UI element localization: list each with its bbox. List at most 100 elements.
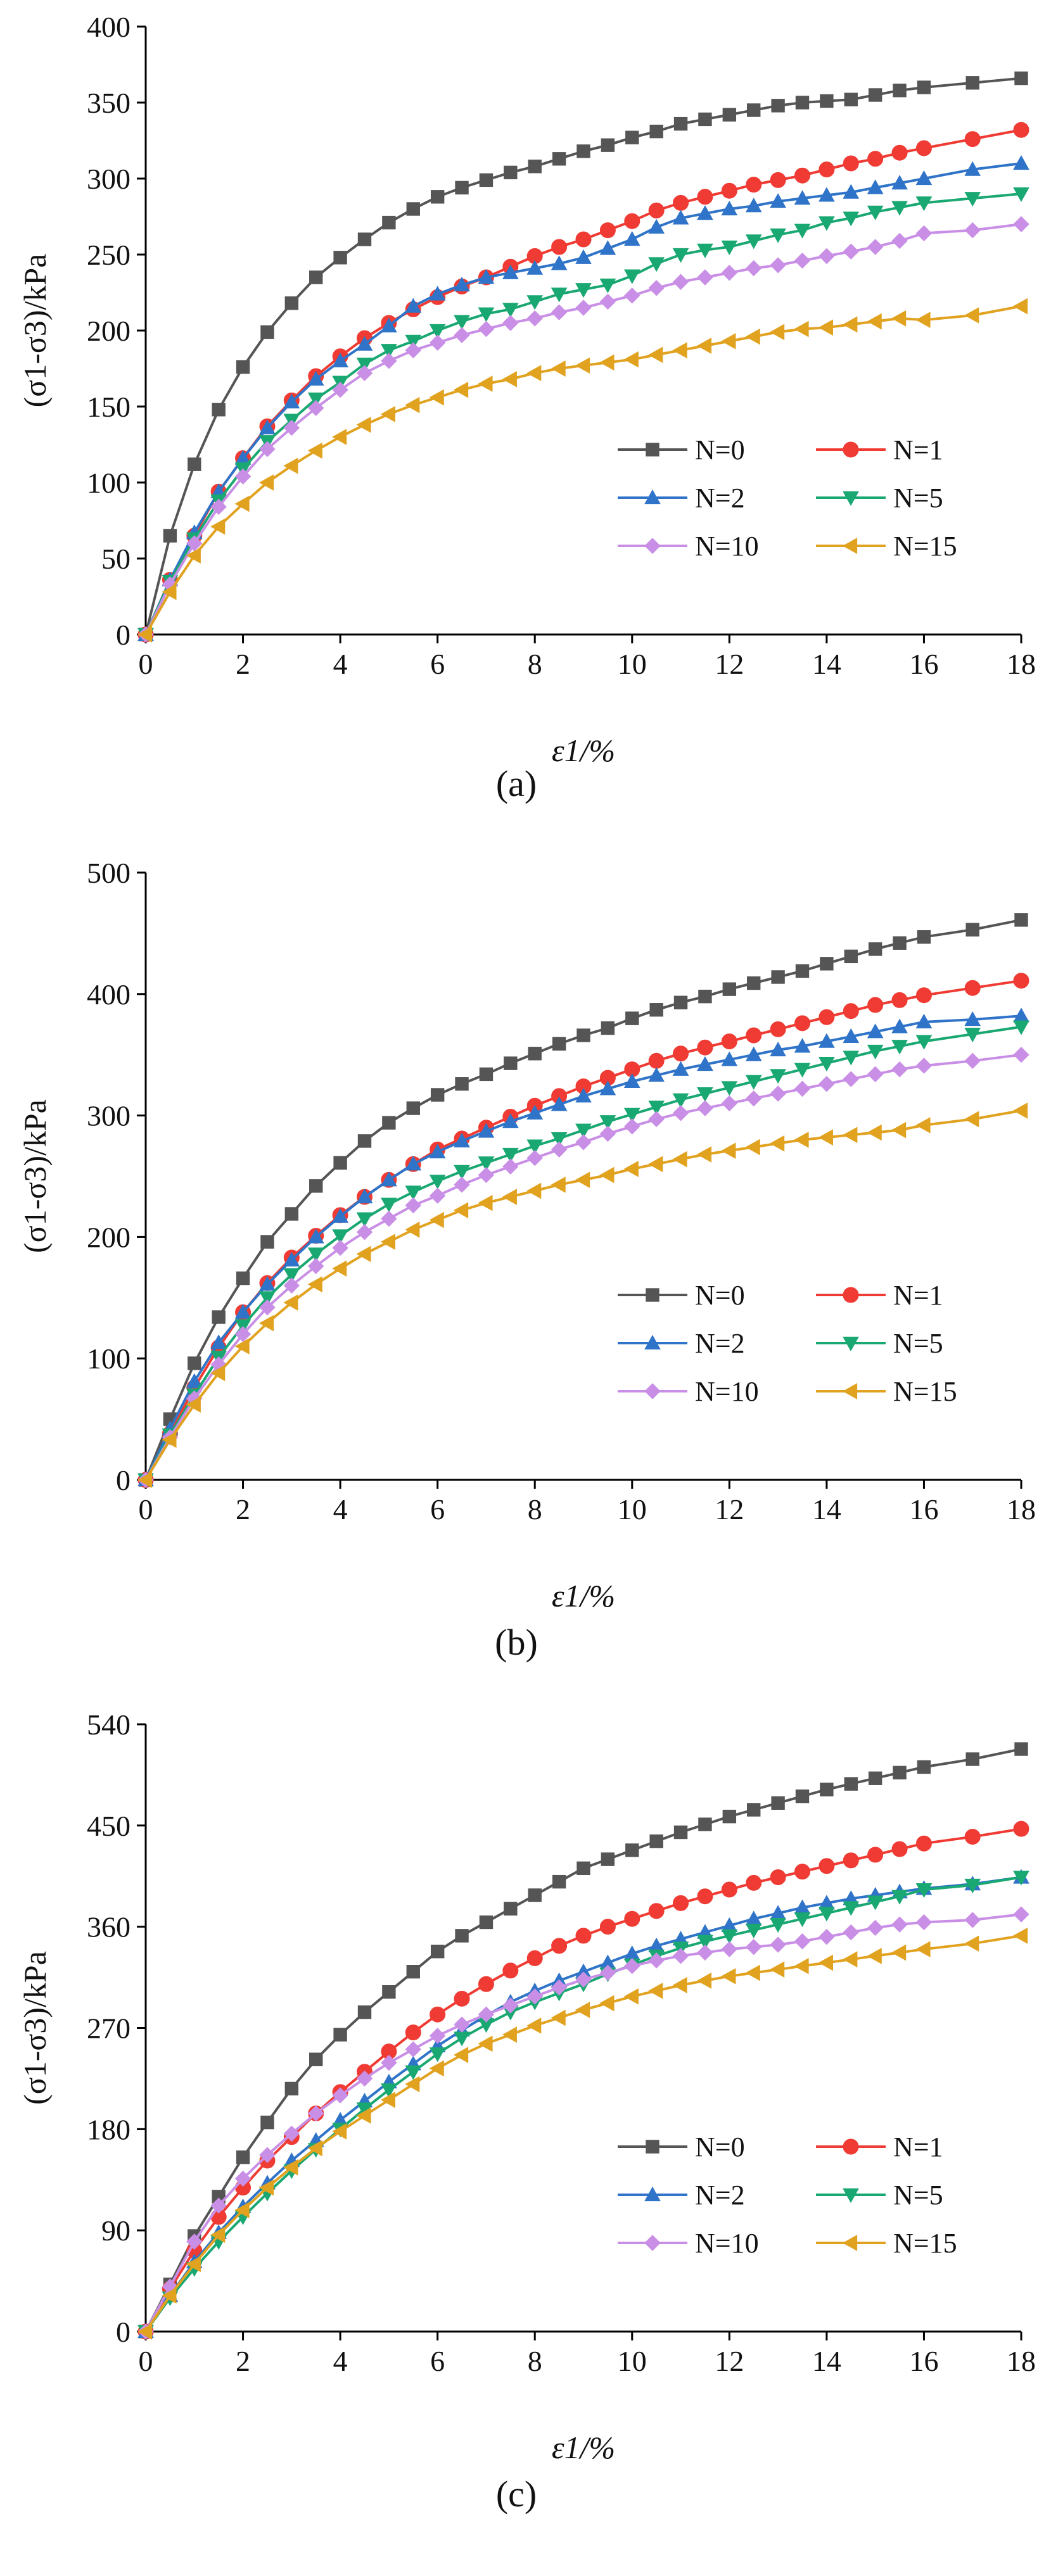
data-point — [697, 1888, 713, 1905]
data-point — [478, 376, 493, 392]
x-tick-label: 8 — [528, 1493, 542, 1525]
data-point — [162, 583, 177, 600]
data-point — [1014, 71, 1028, 85]
data-point — [504, 165, 518, 180]
data-point — [891, 310, 907, 327]
data-point — [332, 352, 348, 368]
legend-label: N=2 — [695, 1328, 745, 1359]
data-point — [843, 1003, 859, 1020]
data-point — [721, 332, 736, 350]
data-point — [843, 1028, 860, 1044]
y-tick-label: 0 — [116, 619, 131, 651]
data-point — [721, 1929, 738, 1944]
data-point — [915, 1835, 932, 1852]
legend-item: N=10 — [618, 2228, 759, 2259]
y-tick-label: 350 — [87, 87, 131, 119]
data-point — [502, 1158, 519, 1175]
data-point — [454, 1165, 470, 1180]
x-tick-label: 2 — [236, 1493, 250, 1525]
y-axis-title: (σ1-σ3)/kPa — [17, 1951, 53, 2105]
data-point — [915, 1035, 933, 1050]
data-point — [964, 222, 981, 239]
data-point — [356, 1189, 373, 1204]
data-point — [844, 949, 858, 964]
data-point — [186, 547, 201, 564]
legend-label: N=5 — [893, 483, 943, 514]
data-point — [672, 1061, 689, 1076]
legend-marker — [644, 2186, 661, 2202]
legend: N=0 N=1 N=2 N=5 N=10 N=15 — [618, 2131, 957, 2259]
data-point — [526, 2017, 542, 2034]
data-point — [212, 1310, 226, 1324]
legend-item: N=1 — [816, 434, 943, 465]
data-point — [868, 88, 882, 102]
data-point — [770, 1135, 785, 1152]
data-point — [770, 1069, 786, 1084]
data-point — [307, 1276, 322, 1293]
y-tick-label: 0 — [116, 1464, 131, 1496]
data-point — [599, 1964, 616, 1981]
x-tick-label: 6 — [430, 648, 445, 680]
data-point — [478, 1123, 495, 1138]
data-point — [526, 1182, 542, 1199]
data-point — [770, 193, 786, 208]
x-tick-label: 12 — [715, 648, 744, 680]
data-point — [964, 192, 981, 207]
data-point — [429, 2060, 444, 2077]
data-point — [186, 1396, 201, 1413]
data-point — [745, 328, 760, 345]
data-point — [746, 177, 762, 193]
x-tick-label: 16 — [909, 2345, 938, 2377]
data-point — [770, 257, 786, 274]
y-tick-label: 270 — [87, 2012, 131, 2045]
data-point — [672, 1093, 689, 1108]
data-point — [259, 1276, 276, 1291]
x-axis-title: ε1/% — [552, 2430, 615, 2465]
panel-label: (c) — [496, 2473, 537, 2515]
legend-marker — [646, 443, 659, 457]
data-point — [454, 2031, 470, 2047]
data-point — [697, 269, 713, 286]
data-point — [405, 342, 421, 358]
data-point — [454, 381, 469, 398]
x-tick-label: 10 — [618, 648, 647, 680]
data-point — [309, 1179, 323, 1193]
data-point — [819, 1928, 835, 1945]
data-point — [307, 442, 322, 459]
data-point — [867, 1023, 884, 1039]
data-point — [308, 1258, 324, 1275]
data-point — [258, 474, 274, 491]
series-N=2 — [137, 1007, 1029, 1487]
data-point — [819, 1076, 835, 1092]
series-N=5 — [137, 187, 1029, 643]
data-point — [210, 518, 226, 535]
series-line — [144, 918, 1022, 1481]
data-point — [697, 1039, 713, 1056]
data-point — [795, 96, 810, 110]
data-point — [648, 280, 665, 296]
data-point — [576, 144, 590, 158]
data-point — [624, 1910, 640, 1927]
data-point — [697, 1935, 713, 1950]
data-point — [502, 1189, 517, 1205]
data-point — [526, 1139, 544, 1154]
data-point — [478, 1156, 495, 1171]
data-point — [867, 1947, 882, 1964]
series-N=1 — [137, 1821, 1029, 2340]
series-N=0 — [139, 1742, 1028, 2339]
data-point — [843, 184, 860, 199]
data-point — [891, 1944, 907, 1961]
data-point — [356, 1246, 371, 1263]
data-point — [333, 2028, 347, 2042]
data-point — [770, 228, 786, 243]
data-point — [186, 2256, 201, 2273]
data-point — [332, 1239, 348, 1256]
y-tick-label: 200 — [87, 1221, 131, 1253]
data-point — [745, 198, 762, 213]
data-point — [648, 1067, 665, 1082]
data-point — [576, 1861, 590, 1876]
data-point — [698, 1817, 712, 1831]
data-point — [672, 248, 689, 263]
data-point — [891, 175, 908, 190]
